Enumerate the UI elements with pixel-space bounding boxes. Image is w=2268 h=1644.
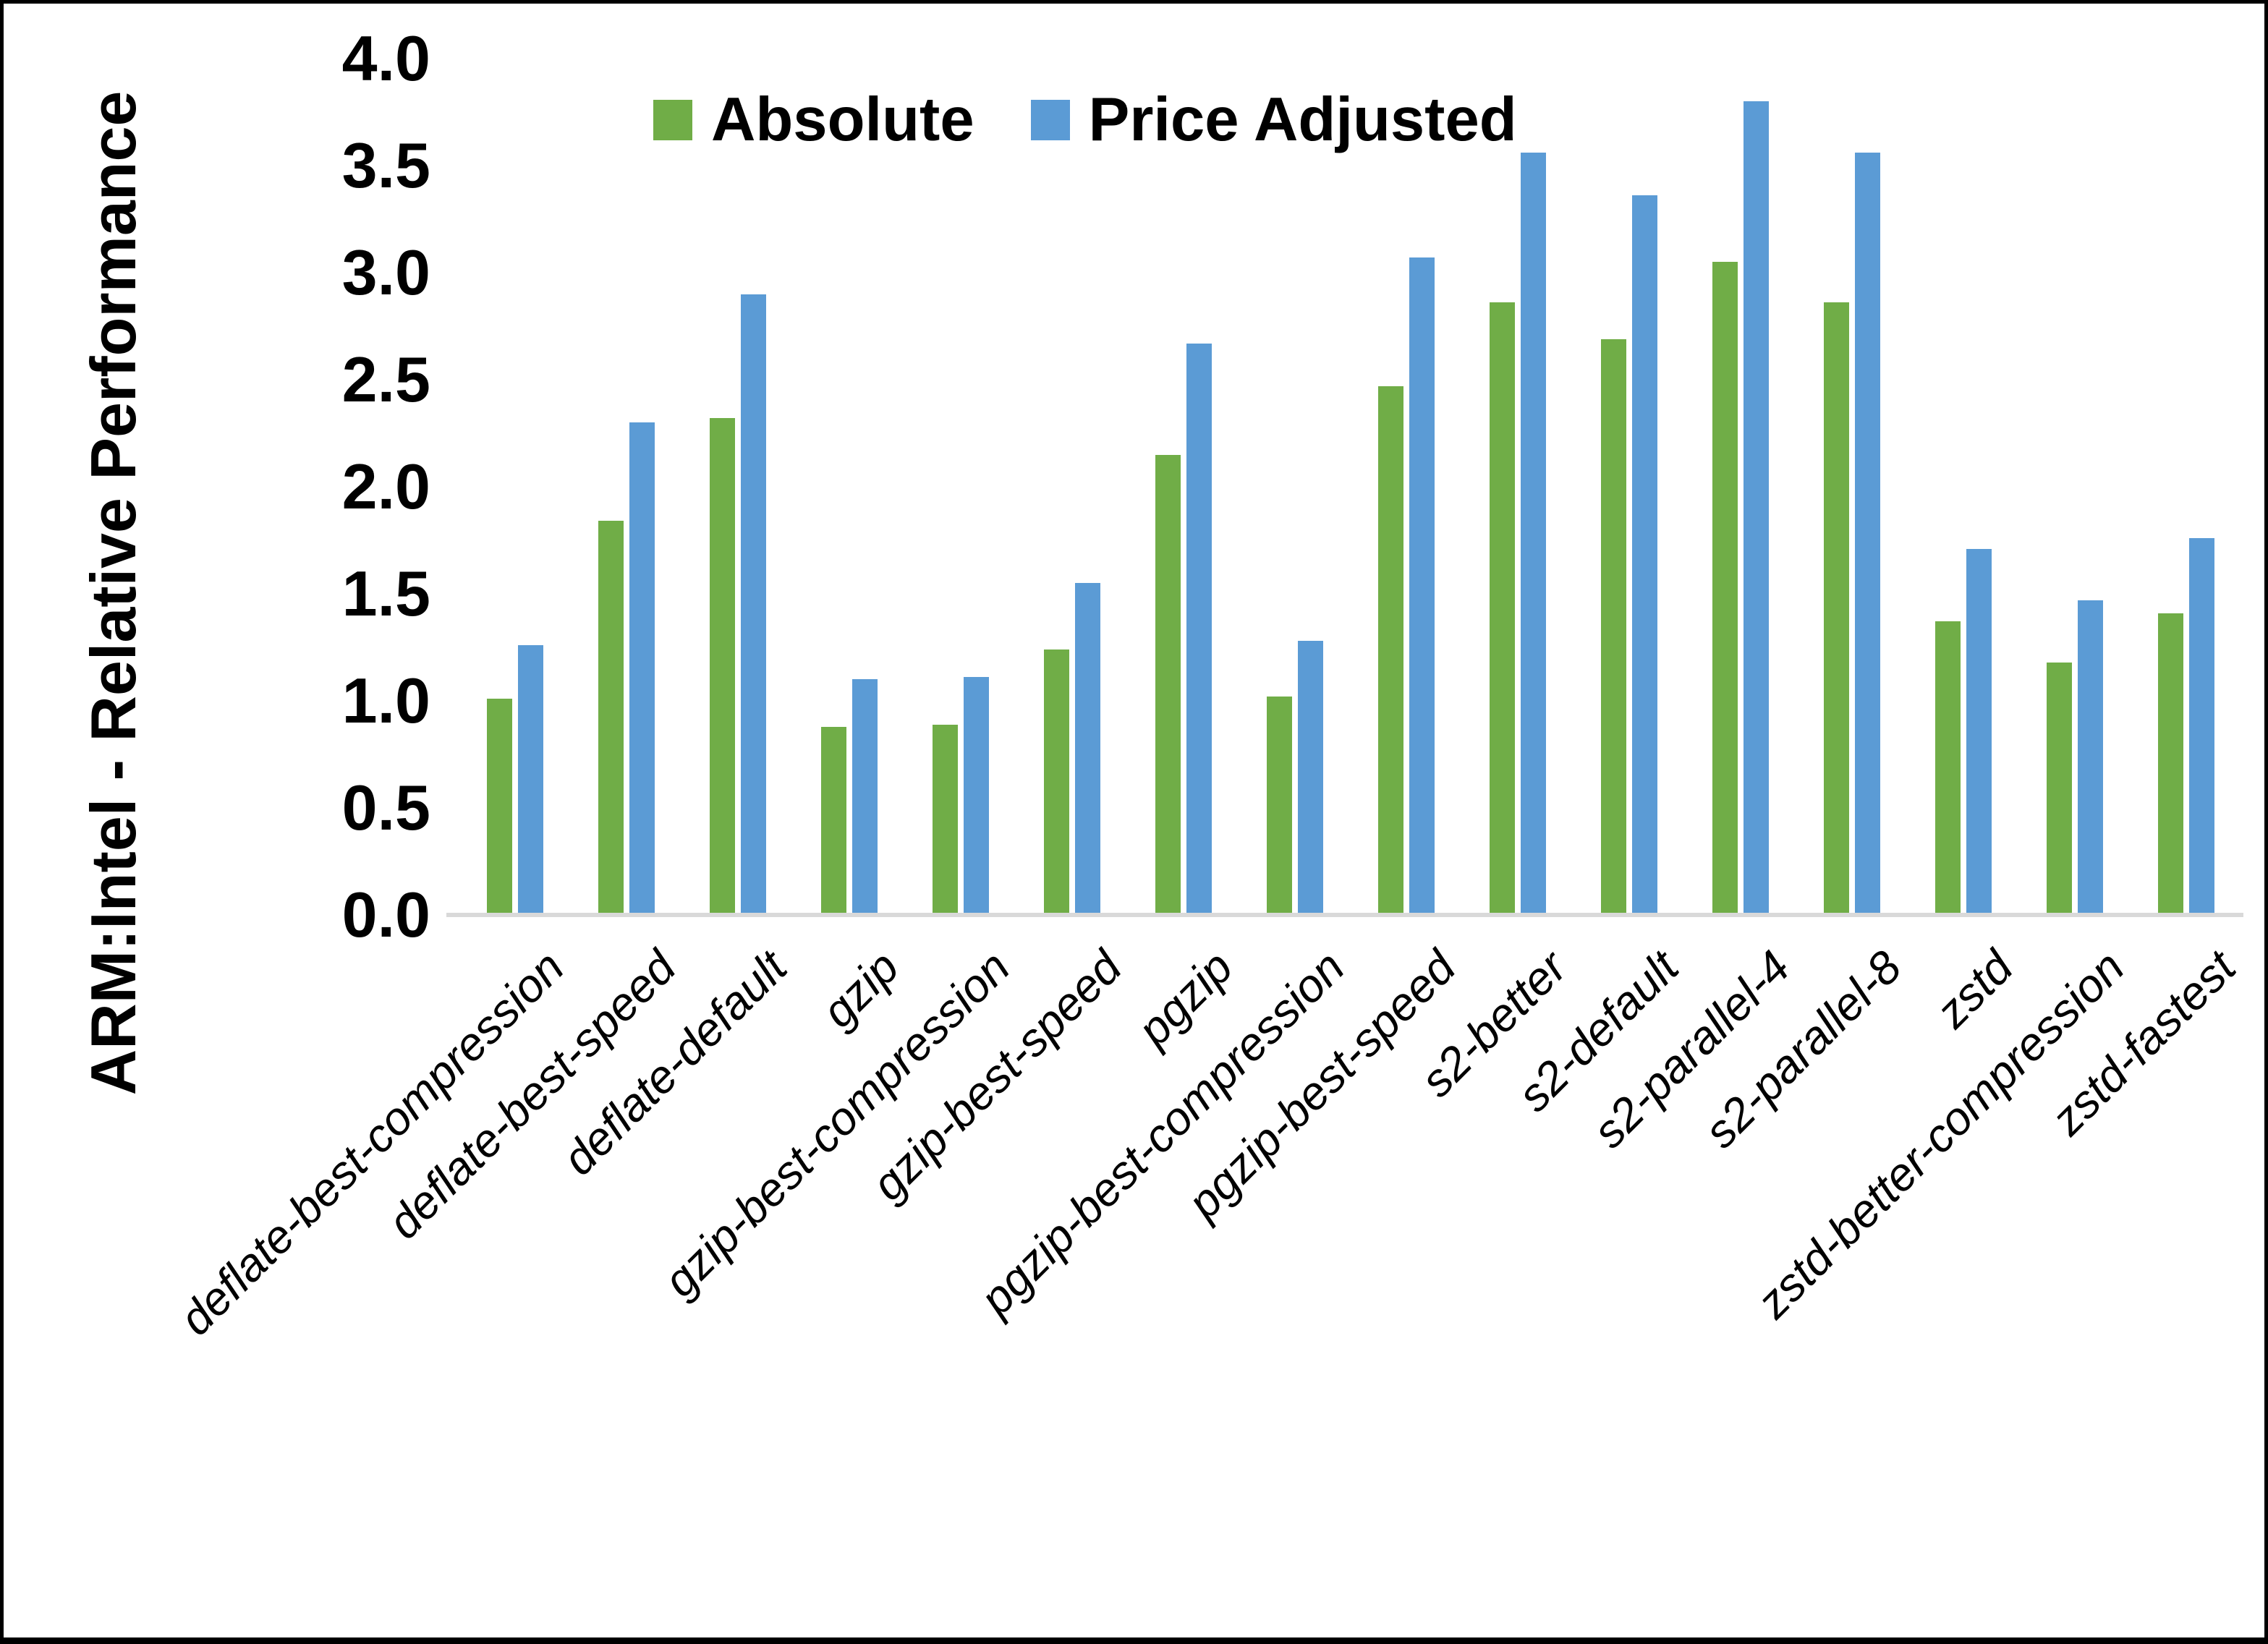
bar-absolute [1490, 302, 1515, 915]
bar-group-s2-parallel-8 [1796, 59, 1908, 915]
bar-absolute [487, 699, 512, 915]
legend-label: Price Adjusted [1088, 85, 1517, 154]
x-tick-label: zstd-better-compression [1746, 940, 2134, 1329]
y-tick-label: 3.0 [341, 237, 430, 308]
bar-group-pgzip-best-speed [1351, 59, 1462, 915]
legend-swatch-icon [1030, 100, 1070, 140]
bar-absolute [1935, 621, 1961, 915]
bar-group-zstd-better-compression [2019, 59, 2131, 915]
bar-group-zstd [1908, 59, 2019, 915]
x-tick-label: deflate-default [552, 940, 797, 1185]
bar-absolute [933, 724, 958, 915]
bar-price-adjusted [1632, 195, 1657, 915]
bar-price-adjusted [1075, 583, 1100, 915]
x-tick-label: zstd [1925, 940, 2023, 1038]
bar-group-deflate-default [682, 59, 794, 915]
bar-group-deflate-best-compression [459, 59, 571, 915]
x-tick-label: s2-parallel-4 [1582, 940, 1800, 1158]
legend-item-price-adjusted: Price Adjusted [1030, 85, 1517, 156]
legend-item-absolute: Absolute [653, 85, 974, 156]
x-axis-line [446, 913, 2243, 917]
bar-price-adjusted [518, 645, 543, 915]
legend-swatch-icon [653, 100, 692, 140]
bar-absolute [1824, 302, 1849, 915]
y-axis-tick-labels: 0.0 0.5 1.0 1.5 2.0 2.5 3.0 3.5 4.0 [177, 4, 430, 1016]
y-tick-label: 2.0 [341, 451, 430, 522]
bar-absolute [710, 418, 735, 915]
bar-absolute [1044, 649, 1069, 915]
bar-absolute [2047, 662, 2072, 915]
bar-price-adjusted [2189, 538, 2214, 915]
x-tick-label: zstd-fastest [2041, 940, 2246, 1145]
bar-group-gzip-best-speed [1016, 59, 1128, 915]
x-tick-label: pgzip-best-compression [969, 940, 1354, 1326]
bar-series-area [459, 59, 2242, 915]
bar-absolute [1155, 454, 1181, 915]
legend-label: Absolute [711, 85, 974, 154]
bar-price-adjusted [1409, 257, 1435, 915]
bar-price-adjusted [1298, 641, 1323, 915]
y-tick-label: 2.5 [341, 344, 430, 415]
bar-group-s2-default [1573, 59, 1685, 915]
y-tick-label: 1.0 [341, 665, 430, 736]
bar-group-gzip-best-compression [905, 59, 1016, 915]
bar-absolute [1267, 697, 1292, 915]
x-tick-label: s2-parallel-8 [1694, 940, 1911, 1158]
bar-price-adjusted [741, 294, 766, 915]
y-tick-label: 1.5 [341, 558, 430, 629]
bar-price-adjusted [1186, 343, 1212, 915]
bar-group-s2-parallel-4 [1685, 59, 1796, 915]
bar-group-deflate-best-speed [571, 59, 682, 915]
x-tick-label: gzip-best-compression [653, 940, 1020, 1307]
bar-price-adjusted [852, 679, 878, 915]
y-tick-label: 0.0 [341, 879, 430, 950]
bar-price-adjusted [629, 422, 655, 915]
y-tick-label: 0.5 [341, 772, 430, 843]
legend: Absolute Price Adjusted [653, 85, 1517, 156]
y-tick-label: 3.5 [341, 129, 430, 201]
bar-absolute [1378, 386, 1403, 915]
plot-area [459, 59, 2242, 915]
bar-price-adjusted [1744, 101, 1769, 915]
x-tick-label: gzip-best-speed [861, 940, 1131, 1211]
bar-group-gzip [794, 59, 905, 915]
x-tick-label: s2-default [1507, 940, 1689, 1122]
bar-price-adjusted [1855, 153, 1880, 915]
bar-absolute [598, 521, 624, 915]
x-tick-label: gzip [811, 940, 909, 1038]
bar-price-adjusted [964, 677, 989, 915]
y-tick-label: 4.0 [341, 22, 430, 94]
bar-group-s2-better [1462, 59, 1573, 915]
bar-group-pgzip [1128, 59, 1239, 915]
bar-price-adjusted [1966, 548, 1992, 915]
x-tick-label: pgzip [1127, 940, 1243, 1056]
x-tick-label: s2-better [1411, 940, 1577, 1107]
bar-price-adjusted [2078, 600, 2103, 915]
bar-group-zstd-fastest [2131, 59, 2242, 915]
y-axis-title: ARM:Intel - Relative Performance [77, 90, 149, 1096]
bar-absolute [821, 726, 846, 915]
x-tick-label: pgzip-best-speed [1177, 940, 1466, 1229]
bar-price-adjusted [1521, 153, 1546, 915]
bar-group-pgzip-best-compression [1239, 59, 1351, 915]
bar-absolute [2158, 613, 2183, 915]
bar-absolute [1712, 262, 1738, 915]
bar-absolute [1601, 338, 1626, 915]
